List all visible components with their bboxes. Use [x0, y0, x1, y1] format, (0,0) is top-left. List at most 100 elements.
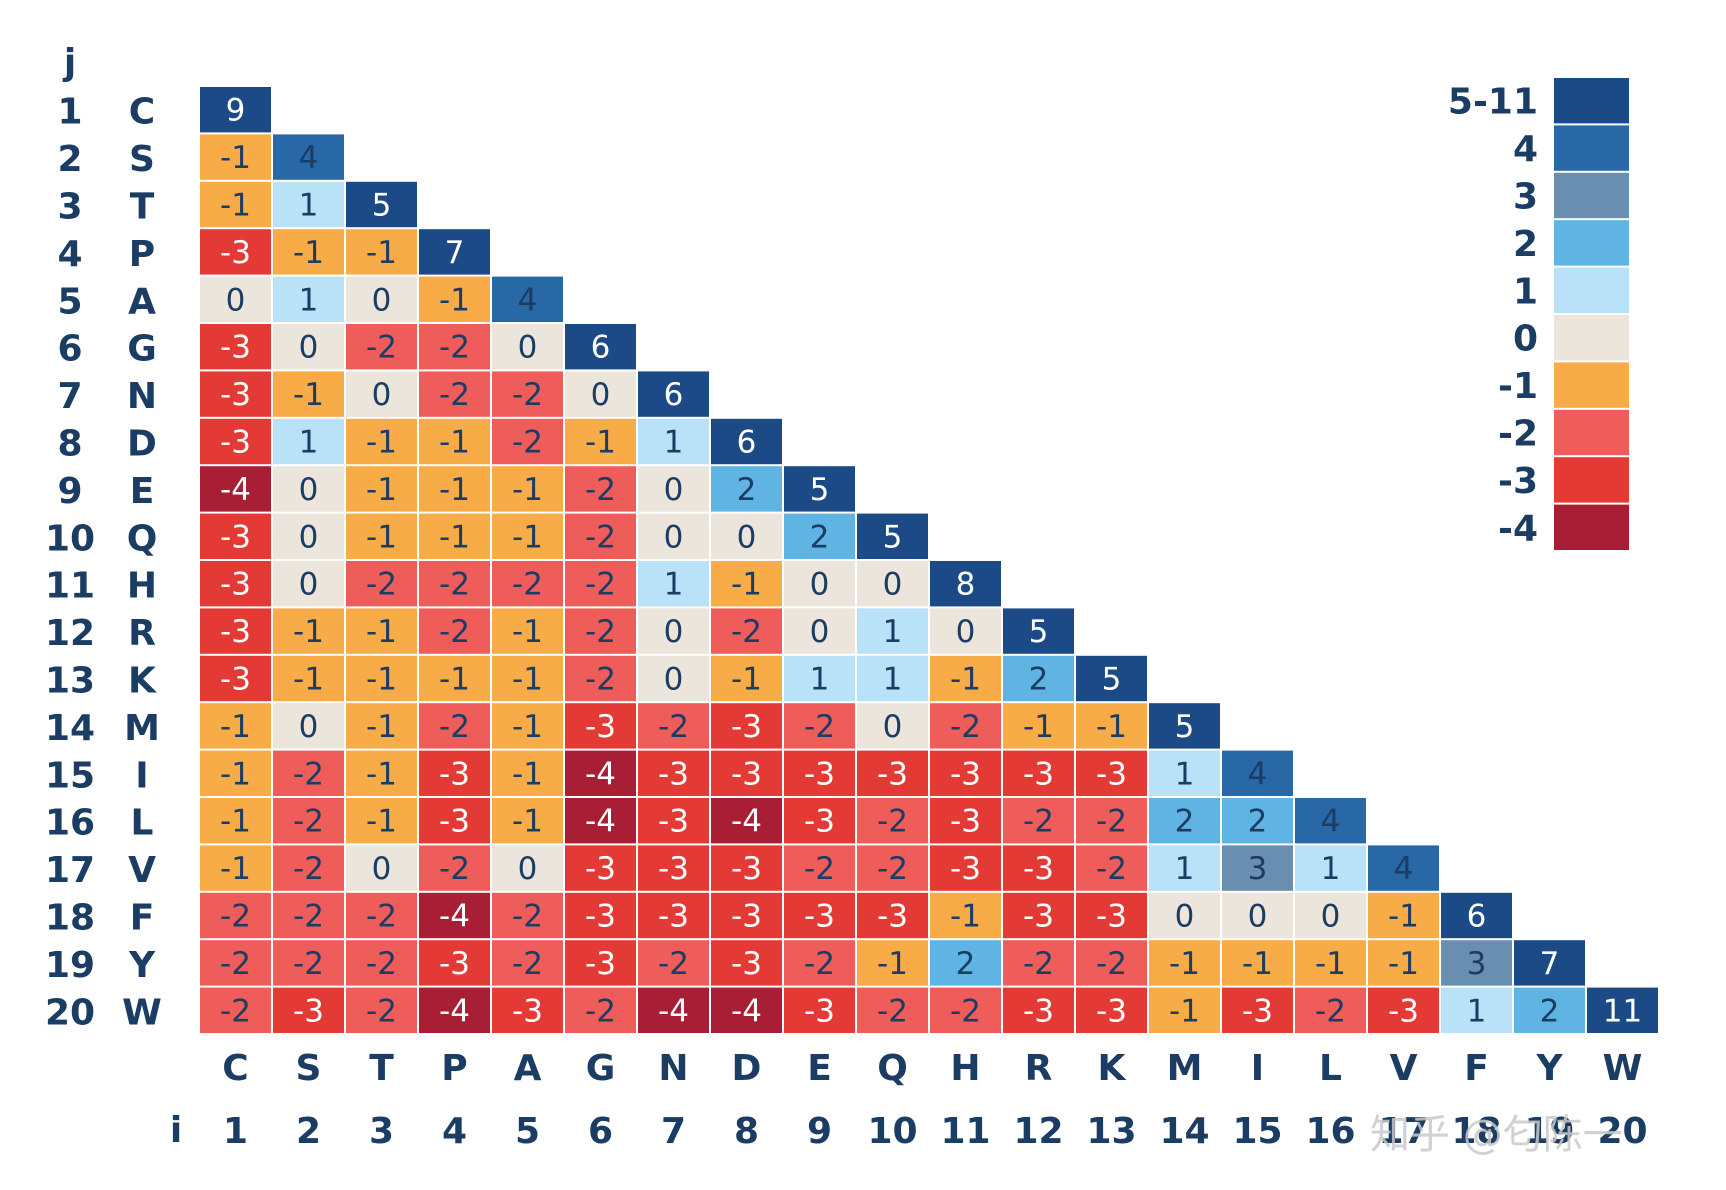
heatmap-cell: [711, 798, 782, 844]
cell-value-label: 0: [737, 519, 757, 555]
heatmap-cell: [930, 892, 1001, 939]
heatmap-cell: [565, 608, 636, 654]
cell-value-label: 1: [810, 662, 830, 698]
heatmap-cell: [565, 655, 636, 702]
heatmap-cell: [419, 798, 490, 844]
heatmap-cell: [1003, 845, 1074, 891]
heatmap-cell: [784, 608, 855, 654]
row-index-label: 17: [45, 850, 95, 891]
heatmap-cell: [565, 418, 636, 465]
row-index-label: 13: [45, 661, 95, 702]
heatmap-cell: [346, 655, 417, 702]
heatmap-cell: [784, 987, 855, 1033]
row-amino-label: S: [129, 139, 155, 180]
cell-value-label: -2: [658, 709, 689, 745]
cell-value-label: -3: [804, 899, 835, 935]
row-amino-label: E: [130, 471, 155, 512]
heatmap-cell: [273, 229, 344, 275]
heatmap-cell: [711, 987, 782, 1033]
cell-value-label: -1: [1388, 946, 1419, 982]
cell-value-label: -1: [293, 614, 324, 650]
heatmap-cell: [419, 418, 490, 465]
heatmap-cell: [492, 324, 563, 370]
heatmap-cell: [200, 134, 271, 180]
cell-value-label: 5: [372, 188, 392, 224]
cell-value-label: 0: [299, 330, 319, 366]
legend-label: -1: [1498, 366, 1538, 407]
heatmap-cell: [638, 845, 709, 891]
column-amino-label: H: [950, 1048, 980, 1089]
cell-value-label: 0: [299, 519, 319, 555]
cell-value-label: -3: [1096, 899, 1127, 935]
heatmap-cell: [346, 940, 417, 986]
cell-value-label: 0: [1175, 899, 1195, 935]
column-labels: C 1 S 2 T 3 P 4 A 5 G 6 N 7 D 8 E 9 Q 10 H 11 R 12 K 13 M 14 I 15 L 16 V…: [222, 1048, 1647, 1152]
heatmap-cell: [273, 892, 344, 939]
row-amino-label: H: [127, 566, 157, 607]
heatmap-cell: [492, 845, 563, 891]
cell-value-label: 0: [883, 567, 903, 603]
row-amino-label: P: [129, 234, 155, 275]
cell-value-label: -3: [950, 851, 981, 887]
heatmap-cell: [346, 561, 417, 607]
cell-value-label: 5: [1029, 614, 1049, 650]
legend-label: -2: [1498, 414, 1538, 455]
column-amino-label: K: [1098, 1048, 1127, 1089]
cell-value-label: -1: [585, 425, 616, 461]
row-amino-label: A: [128, 281, 156, 322]
cell-value-label: -1: [366, 662, 397, 698]
legend-label: -3: [1498, 461, 1538, 502]
column-amino-label: R: [1025, 1048, 1053, 1089]
heatmap-cell: [565, 561, 636, 607]
row-index-label: 11: [45, 566, 95, 607]
cell-value-label: -3: [1096, 756, 1127, 792]
heatmap-cell: [492, 371, 563, 417]
cell-value-label: -4: [439, 899, 470, 935]
heatmap-cell: [200, 892, 271, 939]
watermark-text: 知乎 @匂陈一: [1370, 1112, 1623, 1158]
row-labels: 1 C2 S3 T4 P5 A6 G7 N8 D9 E10 Q11 H12 R13 K14 M15 I16 L1…: [45, 92, 162, 1034]
row-amino-label: C: [129, 92, 155, 133]
cell-value-label: -3: [1023, 899, 1054, 935]
cell-value-label: 0: [299, 567, 319, 603]
cell-value-label: -1: [512, 519, 543, 555]
heatmap-cell: [419, 371, 490, 417]
heatmap-cell: [492, 466, 563, 512]
column-amino-label: M: [1167, 1048, 1203, 1089]
heatmap-cell: [565, 513, 636, 559]
heatmap-cell: [1441, 892, 1512, 939]
cell-value-label: -2: [512, 946, 543, 982]
cell-value-label: 5: [883, 519, 903, 555]
heatmap-cell: [711, 845, 782, 891]
heatmap-cell: [711, 418, 782, 465]
column-amino-label: G: [586, 1048, 616, 1089]
cell-value-label: 4: [1321, 804, 1341, 840]
cell-value-label: -3: [731, 756, 762, 792]
cell-value-label: -1: [439, 425, 470, 461]
heatmap-cell: [346, 892, 417, 939]
heatmap-cell: [784, 513, 855, 559]
heatmap-cell: [784, 892, 855, 939]
heatmap-cell: [200, 371, 271, 417]
column-index-label: 14: [1159, 1111, 1209, 1152]
cell-value-label: -3: [1023, 993, 1054, 1029]
legend-swatch: [1554, 457, 1629, 503]
heatmap-cell: [857, 608, 928, 654]
cell-value-label: -1: [439, 662, 470, 698]
cell-value-label: -2: [293, 946, 324, 982]
legend-swatch: [1554, 172, 1629, 219]
cell-value-label: -3: [220, 519, 251, 555]
heatmap-cell: [784, 750, 855, 796]
row-index-label: 12: [45, 613, 95, 654]
cell-value-label: -3: [439, 946, 470, 982]
cell-value-label: 0: [591, 377, 611, 413]
row-index-label: 4: [57, 234, 82, 275]
heatmap-cell: [930, 798, 1001, 844]
cell-value-label: 0: [518, 330, 538, 366]
heatmap-cell: [565, 324, 636, 370]
cell-value-label: 0: [1321, 899, 1341, 935]
cell-value-label: -1: [220, 851, 251, 887]
cell-value-label: -1: [293, 377, 324, 413]
row-index-label: 7: [57, 376, 82, 417]
heatmap-cell: [492, 418, 563, 465]
